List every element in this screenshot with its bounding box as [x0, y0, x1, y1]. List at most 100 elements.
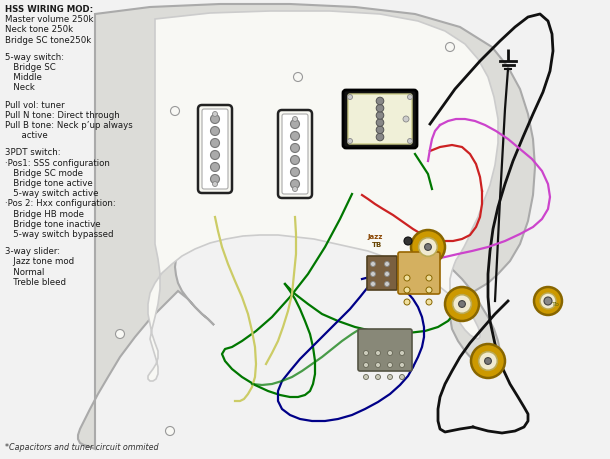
Circle shape	[544, 297, 552, 305]
Circle shape	[210, 175, 220, 184]
Circle shape	[290, 132, 300, 141]
Circle shape	[376, 351, 381, 356]
Circle shape	[370, 262, 376, 267]
FancyBboxPatch shape	[358, 329, 412, 371]
Circle shape	[210, 115, 220, 124]
Text: ·Pos1: SSS configuration: ·Pos1: SSS configuration	[5, 158, 110, 167]
Circle shape	[376, 98, 384, 106]
Circle shape	[212, 182, 218, 187]
FancyBboxPatch shape	[202, 110, 228, 190]
Circle shape	[210, 139, 220, 148]
Text: Bridge SC tone250k: Bridge SC tone250k	[5, 35, 91, 45]
Circle shape	[348, 139, 353, 144]
Circle shape	[384, 282, 390, 287]
Circle shape	[426, 287, 432, 293]
Text: Bridge tone inactive: Bridge tone inactive	[5, 219, 101, 228]
Circle shape	[293, 187, 298, 192]
Circle shape	[400, 351, 404, 356]
Text: Bridge SC mode: Bridge SC mode	[5, 168, 83, 178]
Text: 5-way switch active: 5-way switch active	[5, 189, 98, 198]
Circle shape	[376, 105, 384, 113]
FancyBboxPatch shape	[398, 252, 440, 294]
Text: 3-way slider:: 3-way slider:	[5, 246, 60, 256]
FancyBboxPatch shape	[282, 115, 308, 195]
FancyBboxPatch shape	[348, 95, 412, 145]
Circle shape	[411, 230, 445, 264]
Text: Jazz tone mod: Jazz tone mod	[5, 257, 74, 266]
Text: Bridge HB mode: Bridge HB mode	[5, 209, 84, 218]
Circle shape	[400, 375, 404, 380]
Circle shape	[540, 293, 556, 309]
FancyBboxPatch shape	[343, 91, 417, 149]
Circle shape	[384, 272, 390, 277]
Circle shape	[376, 134, 384, 141]
Circle shape	[290, 180, 300, 189]
Circle shape	[384, 262, 390, 267]
Polygon shape	[78, 5, 535, 449]
Text: HSS WIRING MOD:: HSS WIRING MOD:	[5, 5, 93, 14]
Circle shape	[210, 163, 220, 172]
Circle shape	[404, 287, 410, 293]
Circle shape	[387, 351, 392, 356]
Circle shape	[364, 363, 368, 368]
Polygon shape	[148, 12, 498, 381]
Text: 3PDT switch:: 3PDT switch:	[5, 148, 60, 157]
Text: Pull vol: tuner: Pull vol: tuner	[5, 101, 65, 109]
Circle shape	[407, 95, 412, 100]
Text: 5-way switch:: 5-way switch:	[5, 53, 64, 62]
Text: TB: TB	[372, 241, 382, 247]
Circle shape	[293, 73, 303, 82]
Circle shape	[165, 426, 174, 436]
Text: Treble bleed: Treble bleed	[5, 277, 66, 286]
Circle shape	[426, 299, 432, 305]
Circle shape	[425, 244, 431, 251]
Circle shape	[290, 168, 300, 177]
FancyBboxPatch shape	[278, 111, 312, 199]
Circle shape	[445, 44, 454, 52]
Text: Pull N tone: Direct through: Pull N tone: Direct through	[5, 111, 120, 119]
Circle shape	[479, 352, 497, 370]
FancyBboxPatch shape	[198, 106, 232, 194]
Circle shape	[370, 282, 376, 287]
Circle shape	[212, 112, 218, 117]
Circle shape	[484, 358, 492, 364]
Circle shape	[290, 120, 300, 129]
Circle shape	[471, 344, 505, 378]
Text: Jazz: Jazz	[367, 234, 382, 240]
Circle shape	[418, 238, 437, 257]
Text: Normal: Normal	[5, 267, 45, 276]
Text: Bridge tone active: Bridge tone active	[5, 179, 93, 188]
Circle shape	[404, 299, 410, 305]
FancyBboxPatch shape	[367, 257, 397, 291]
Circle shape	[115, 330, 124, 339]
Circle shape	[426, 275, 432, 281]
Text: Tb: Tb	[552, 301, 560, 306]
Text: Pull B tone: Neck p’up always: Pull B tone: Neck p’up always	[5, 121, 133, 130]
Circle shape	[534, 287, 562, 315]
Text: Neck tone 250k: Neck tone 250k	[5, 25, 73, 34]
Circle shape	[293, 117, 298, 122]
Circle shape	[376, 363, 381, 368]
Text: *Capacitors and tuner circuit ommited: *Capacitors and tuner circuit ommited	[5, 442, 159, 451]
Circle shape	[403, 117, 409, 123]
Text: ·Pos 2: Hxx configuration:: ·Pos 2: Hxx configuration:	[5, 199, 116, 208]
Circle shape	[404, 275, 410, 281]
Circle shape	[364, 351, 368, 356]
Text: 5-way switch bypassed: 5-way switch bypassed	[5, 230, 113, 239]
Circle shape	[387, 375, 392, 380]
Circle shape	[400, 363, 404, 368]
Text: Bridge SC: Bridge SC	[5, 63, 56, 72]
Circle shape	[171, 107, 179, 116]
Text: active: active	[5, 131, 48, 140]
Circle shape	[387, 363, 392, 368]
Circle shape	[445, 287, 479, 321]
Circle shape	[453, 295, 472, 313]
Circle shape	[376, 119, 384, 127]
Circle shape	[210, 127, 220, 136]
Circle shape	[376, 112, 384, 120]
Circle shape	[370, 272, 376, 277]
Circle shape	[210, 151, 220, 160]
Circle shape	[348, 95, 353, 100]
Circle shape	[376, 127, 384, 134]
Circle shape	[290, 156, 300, 165]
